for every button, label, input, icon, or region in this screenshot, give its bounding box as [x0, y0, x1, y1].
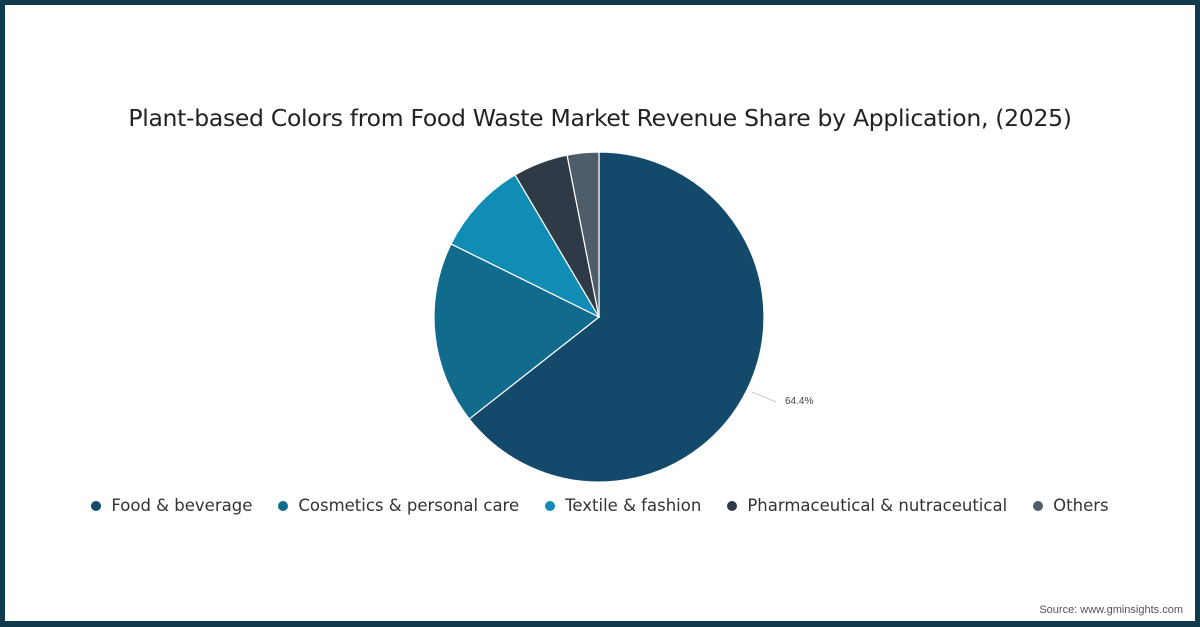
legend-item-cosmetics[interactable]: Cosmetics & personal care: [278, 496, 519, 515]
legend-dot-icon: [278, 500, 289, 511]
pie-slice-cosmetics-personal-care[interactable]: [433, 243, 601, 420]
legend-label: Textile & fashion: [565, 496, 702, 515]
legend: Food & beverage Cosmetics & personal car…: [0, 496, 1200, 515]
legend-label: Cosmetics & personal care: [298, 496, 520, 515]
source-credit: Source: www.gminsights.com: [1039, 604, 1183, 616]
pie-slice-textile-fashion[interactable]: [450, 174, 601, 319]
data-label-food-beverage: 64.4%: [785, 396, 814, 407]
legend-item-pharmaceutical[interactable]: Pharmaceutical & nutraceutical: [727, 496, 1007, 515]
legend-dot-icon: [727, 500, 738, 511]
chart-title: Plant-based Colors from Food Waste Marke…: [128, 104, 1072, 132]
legend-dot-icon: [91, 500, 102, 511]
pie-slice-food-beverage[interactable]: [468, 151, 765, 483]
legend-label: Pharmaceutical & nutraceutical: [747, 496, 1008, 515]
legend-item-textile[interactable]: Textile & fashion: [545, 496, 701, 515]
pie-slice-others[interactable]: [566, 151, 600, 318]
leader-line: [751, 391, 777, 403]
legend-label: Food & beverage: [111, 496, 253, 515]
legend-label: Others: [1053, 496, 1109, 515]
legend-dot-icon: [1033, 500, 1044, 511]
legend-item-food-beverage[interactable]: Food & beverage: [91, 496, 252, 515]
legend-dot-icon: [545, 500, 556, 511]
legend-item-others[interactable]: Others: [1033, 496, 1109, 515]
